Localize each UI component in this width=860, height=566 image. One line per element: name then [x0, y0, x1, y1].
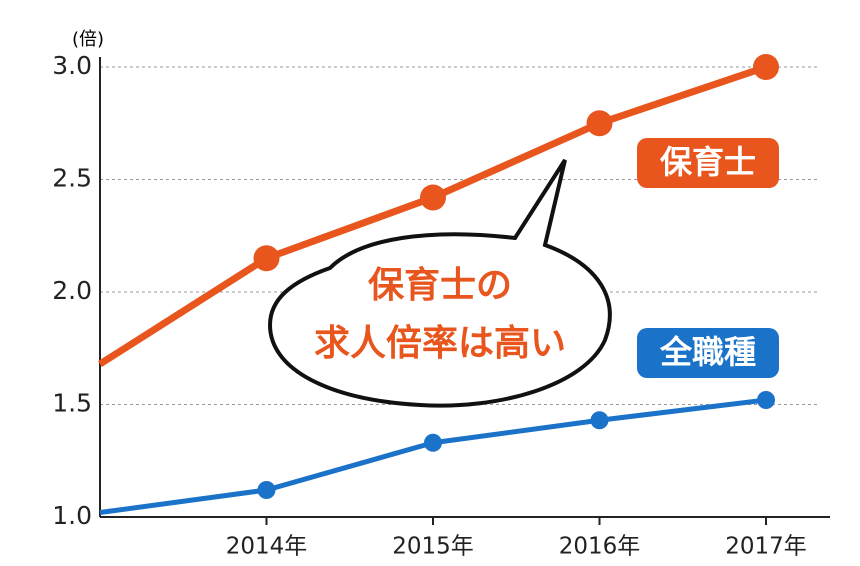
y-tick-label: 2.0	[52, 276, 92, 305]
data-point	[590, 411, 609, 430]
annotation: 求人倍率は高い	[314, 323, 566, 364]
data-point	[757, 391, 775, 409]
speech-bubble	[267, 158, 612, 408]
data-point	[420, 184, 446, 211]
y-unit: (倍)	[72, 29, 104, 50]
x-tick-label: 2017年	[725, 534, 807, 560]
data-point	[253, 245, 280, 272]
data-point	[586, 110, 613, 137]
legend-badge	[637, 328, 779, 378]
series-line	[99, 397, 767, 515]
lines	[98, 54, 779, 515]
data-point	[753, 54, 779, 80]
legend-label: 全職種	[659, 333, 756, 371]
data-point	[424, 433, 442, 452]
grid: 1.0 1.5 2.0 2.5 3.0 2014年 2015年 2016年 2017年	[52, 51, 830, 560]
y-tick-label: 1.5	[52, 389, 92, 418]
y-tick-label: 2.5	[52, 164, 92, 193]
annotation: 保育士の	[368, 265, 512, 306]
y-tick-label: 1.0	[52, 501, 92, 530]
y-tick-label: 3.0	[52, 51, 92, 80]
x-tick-label: 2014年	[226, 534, 308, 560]
data-point	[257, 481, 276, 499]
x-tick-label: 2016年	[559, 534, 641, 560]
legend-badge	[637, 138, 779, 188]
x-tick-label: 2015年	[392, 534, 474, 560]
legend-label: 保育士	[660, 143, 756, 181]
